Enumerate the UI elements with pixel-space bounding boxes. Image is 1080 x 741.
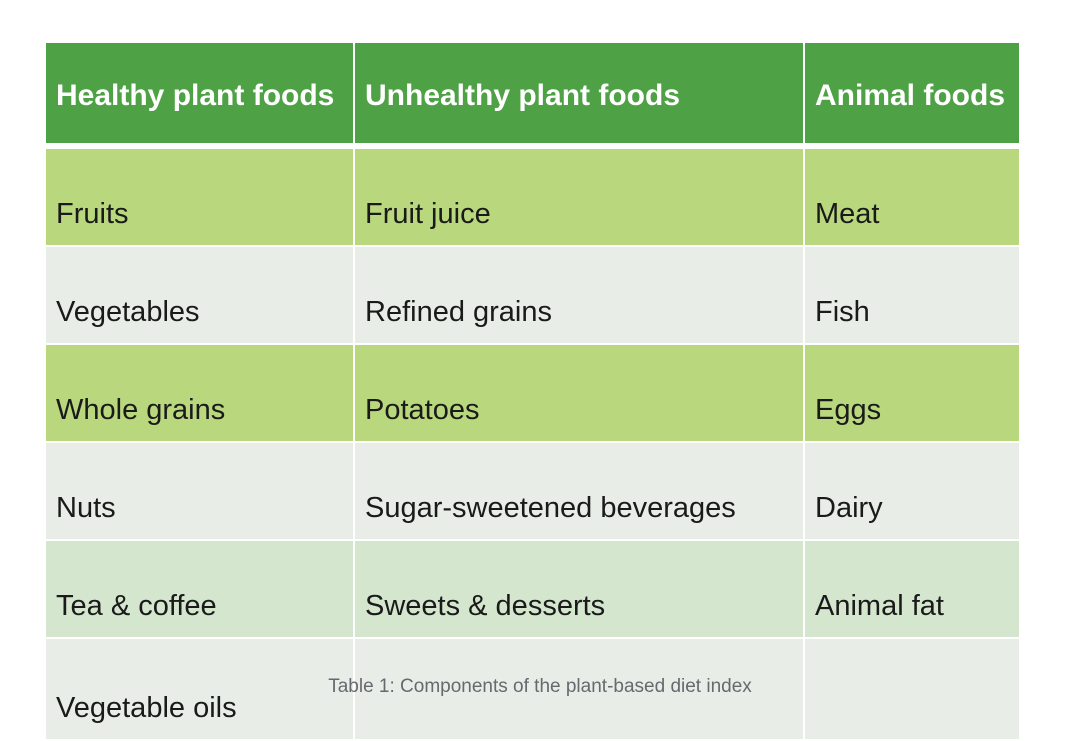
table-cell: Whole grains bbox=[44, 343, 355, 443]
table-cell: Nuts bbox=[44, 441, 355, 541]
table-cell: Sweets & desserts bbox=[353, 539, 805, 639]
table-cell: Animal fat bbox=[803, 539, 1021, 639]
table-cell: Tea & coffee bbox=[44, 539, 355, 639]
table-row: Vegetables Refined grains Fish bbox=[44, 245, 1021, 345]
table-row: Whole grains Potatoes Eggs bbox=[44, 343, 1021, 443]
table-row: Fruits Fruit juice Meat bbox=[44, 143, 1021, 247]
table-cell: Dairy bbox=[803, 441, 1021, 541]
table-caption: Table 1: Components of the plant-based d… bbox=[328, 676, 752, 697]
table-cell: Fruit juice bbox=[353, 143, 805, 247]
table-cell: Fish bbox=[803, 245, 1021, 345]
table-cell: Sugar-sweetened beverages bbox=[353, 441, 805, 541]
column-header-animal: Animal foods bbox=[803, 41, 1021, 147]
table-cell: Meat bbox=[803, 143, 1021, 247]
table-header-row: Healthy plant foods Unhealthy plant food… bbox=[44, 41, 1021, 147]
table-cell: Potatoes bbox=[353, 343, 805, 443]
diet-index-table: Healthy plant foods Unhealthy plant food… bbox=[44, 41, 1021, 741]
table-row: Nuts Sugar-sweetened beverages Dairy bbox=[44, 441, 1021, 541]
table-cell: Refined grains bbox=[353, 245, 805, 345]
table-cell: Fruits bbox=[44, 143, 355, 247]
column-header-healthy: Healthy plant foods bbox=[44, 41, 355, 147]
table-cell: Eggs bbox=[803, 343, 1021, 443]
column-header-unhealthy: Unhealthy plant foods bbox=[353, 41, 805, 147]
table-cell: Vegetables bbox=[44, 245, 355, 345]
table-row: Tea & coffee Sweets & desserts Animal fa… bbox=[44, 539, 1021, 639]
